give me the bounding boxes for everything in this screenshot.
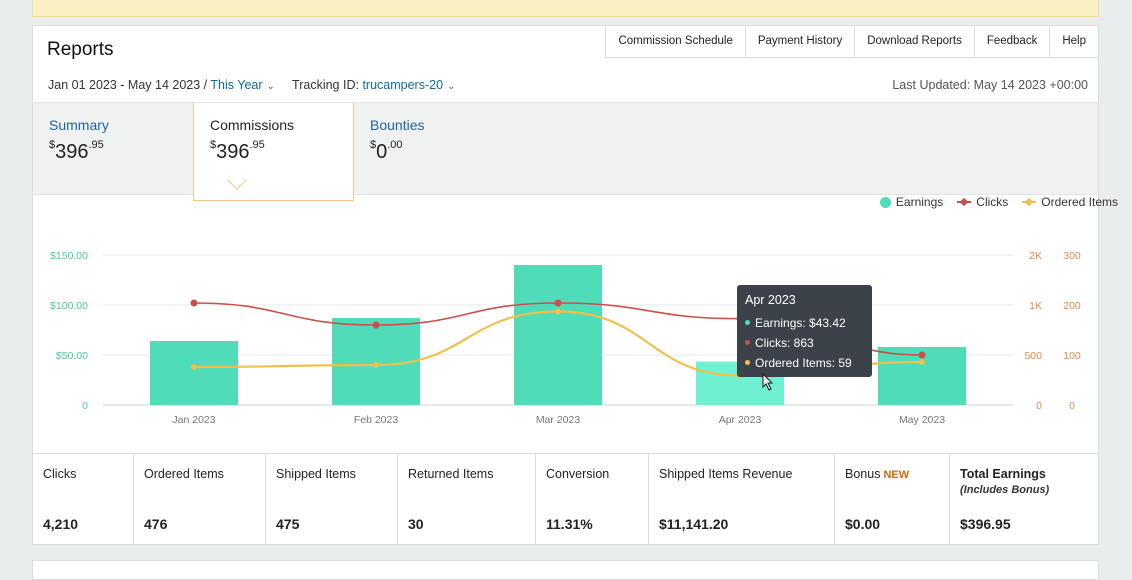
x-tick-label: Feb 2023: [354, 414, 399, 426]
clicks-point: [554, 299, 562, 307]
ordered-items-point: [373, 362, 379, 368]
chevron-down-icon: ⌄: [266, 81, 275, 92]
stat-bonus: Bonus NEW $0.00: [835, 454, 950, 545]
stat-ordered-items: Ordered Items 476: [134, 454, 266, 545]
feedback-link[interactable]: Feedback: [973, 26, 1050, 58]
earnings-bar: [332, 318, 420, 405]
legend-ordered-items[interactable]: Ordered Items: [1022, 195, 1118, 209]
new-badge: NEW: [883, 469, 910, 481]
y-right-clicks-tick-label: 500: [1024, 350, 1042, 362]
legend-earnings[interactable]: Earnings: [879, 195, 943, 209]
x-tick-label: Mar 2023: [536, 414, 581, 426]
y-right-clicks-tick-label: 2K: [1029, 250, 1042, 262]
tab-amount: $0.00: [370, 139, 403, 163]
stat-shipped-items: Shipped Items 475: [266, 454, 398, 545]
chart-tooltip: Apr 2023 Earnings: $43.42 Clicks: 863 Or…: [737, 285, 872, 377]
stats-row: Clicks 4,210 Ordered Items 476 Shipped Ite…: [33, 453, 1098, 545]
stat-total-earnings: Total Earnings (Includes Bonus) $396.95: [960, 467, 1050, 532]
earnings-bar: [150, 341, 238, 405]
y-right-ordered-tick-label: 0: [1069, 400, 1075, 412]
y-right-clicks-tick-label: 1K: [1029, 300, 1042, 312]
clicks-point: [372, 321, 380, 329]
last-updated: Last Updated: May 14 2023 +00:00: [892, 78, 1088, 92]
tab-summary[interactable]: Summary $396.95: [33, 103, 125, 196]
tab-label: Commissions: [210, 117, 295, 133]
stat-returned-items: Returned Items 30: [398, 454, 536, 545]
tab-bounties[interactable]: Bounties $0.00: [354, 103, 440, 196]
y-left-tick-label: $100.00: [50, 300, 88, 312]
legend-earnings-swatch: [879, 196, 891, 208]
page-title: Reports: [47, 39, 114, 60]
stats-wrapper: Clicks 4,210 Ordered Items 476 Shipped Ite…: [32, 453, 1099, 545]
tooltip-row: Clicks: 863: [745, 333, 864, 353]
legend-clicks[interactable]: Clicks: [957, 195, 1008, 209]
y-right-ordered-tick-label: 300: [1063, 250, 1081, 262]
y-left-tick-label: $50.00: [56, 350, 88, 362]
next-panel: [32, 560, 1099, 580]
tab-label: Summary: [49, 117, 109, 133]
notice-banner: [32, 0, 1099, 17]
x-tick-label: Apr 2023: [719, 414, 762, 426]
earnings-bar: [514, 265, 602, 405]
y-left-tick-label: $150.00: [50, 250, 88, 262]
chart-legend: Earnings Clicks Ordered Items: [879, 195, 1118, 209]
report-filters: Jan 01 2023 - May 14 2023 / This Year ⌄ T…: [48, 78, 455, 92]
tooltip-row: Earnings: $43.42: [745, 313, 864, 333]
y-right-clicks-tick-label: 0: [1036, 400, 1042, 412]
download-reports-link[interactable]: Download Reports: [854, 26, 974, 58]
tooltip-title: Apr 2023: [745, 293, 796, 307]
clicks-point: [190, 299, 198, 307]
stat-shipped-revenue: Shipped Items Revenue $11,141.20: [649, 454, 835, 545]
stat-clicks: Clicks 4,210: [33, 454, 134, 545]
mouse-cursor-icon: [762, 373, 774, 391]
tab-amount: $396.95: [210, 139, 265, 163]
tab-commissions[interactable]: Commissions $396.95: [193, 103, 354, 201]
tab-label: Bounties: [370, 117, 425, 133]
legend-clicks-swatch: [957, 197, 972, 207]
help-link[interactable]: Help: [1049, 26, 1098, 58]
x-tick-label: May 2023: [899, 414, 945, 426]
x-tick-label: Jan 2023: [172, 414, 215, 426]
commission-schedule-link[interactable]: Commission Schedule: [605, 26, 745, 58]
report-tabs: Summary $396.95 Commissions $396.95 Boun…: [33, 102, 1098, 201]
date-range-dropdown[interactable]: This Year ⌄: [210, 78, 275, 92]
date-range-text: Jan 01 2023 - May 14 2023 /: [48, 78, 208, 92]
tooltip-row: Ordered Items: 59: [745, 353, 864, 373]
tab-amount: $396.95: [49, 139, 104, 163]
chevron-down-icon: ⌄: [447, 81, 456, 92]
legend-ordered-swatch: [1022, 197, 1037, 207]
tracking-id-dropdown[interactable]: trucampers-20 ⌄: [362, 78, 456, 92]
y-left-tick-label: 0: [82, 400, 88, 412]
stat-conversion: Conversion 11.31%: [536, 454, 649, 545]
payment-history-link[interactable]: Payment History: [744, 26, 855, 58]
clicks-point: [918, 351, 926, 359]
y-right-ordered-tick-label: 100: [1063, 350, 1081, 362]
y-right-ordered-tick-label: 200: [1063, 300, 1081, 312]
ordered-items-point: [919, 359, 925, 365]
ordered-items-point: [191, 364, 197, 370]
ordered-items-point: [555, 308, 561, 315]
top-links: Commission Schedule Payment History Down…: [605, 26, 1098, 58]
tracking-id-label: Tracking ID:: [292, 78, 359, 92]
